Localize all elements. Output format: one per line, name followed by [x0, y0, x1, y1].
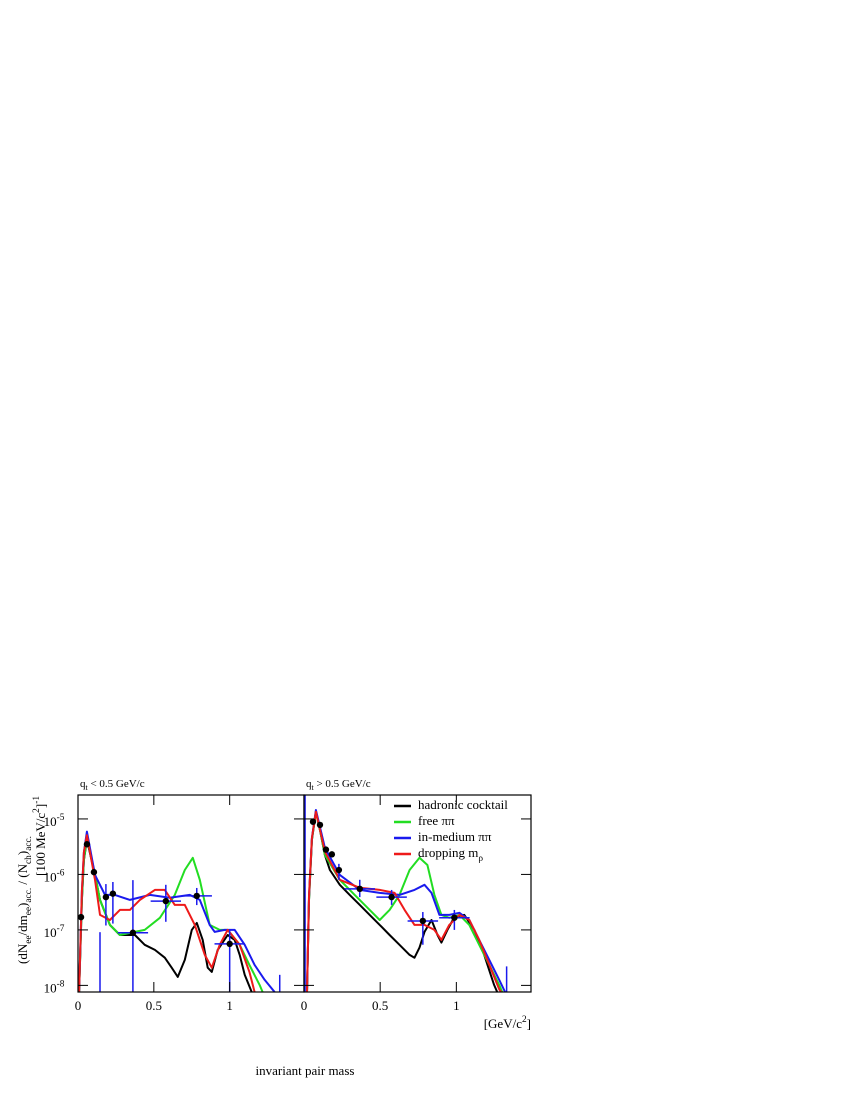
data-point — [388, 893, 395, 901]
y-tick-label: 10-7 — [44, 924, 65, 940]
text-part: q — [80, 778, 86, 790]
series-line — [78, 830, 276, 992]
y-tick-exponent: -5 — [57, 813, 65, 823]
text-part: q — [306, 778, 312, 790]
text-part: ] — [33, 804, 48, 808]
text-part: acc. — [24, 836, 34, 851]
x-tick-label: 0.5 — [372, 998, 388, 1013]
text-part: ] — [527, 1016, 531, 1031]
text-part: dropping m — [418, 845, 478, 860]
data-point — [328, 851, 336, 858]
x-axis-label: invariant pair mass — [256, 1063, 355, 1078]
panel-title: qt < 0.5 GeV/c — [80, 778, 145, 793]
x-tick-label: 0 — [301, 998, 308, 1013]
legend-label: hadronic cocktail — [418, 797, 508, 812]
text-part: / (N — [15, 863, 30, 887]
plot-area — [304, 795, 508, 992]
text-part: > 0.5 GeV/c — [314, 778, 371, 790]
data-point — [193, 892, 200, 900]
data-point — [129, 929, 137, 936]
y-tick-exponent: -6 — [57, 869, 65, 879]
y-axis-label: (dNee/dmee)acc. / (Nch)acc. — [15, 836, 34, 964]
y-axis-label: [100 MeV/c2]-1 — [32, 796, 48, 876]
data-point — [356, 885, 363, 893]
text-part: 2 — [522, 1015, 527, 1025]
text-part: t — [86, 783, 89, 792]
text-part: [100 MeV/c — [33, 813, 48, 876]
x-tick-label: 0 — [75, 998, 82, 1013]
data-point — [162, 897, 170, 905]
plot-area — [78, 830, 281, 992]
text-part: ) — [15, 851, 30, 855]
legend-label: free ππ — [418, 813, 455, 828]
data-point — [102, 893, 110, 901]
text-part: ch — [24, 855, 34, 864]
text-part: ee — [24, 935, 34, 943]
y-tick-exponent: -7 — [57, 924, 65, 934]
x-tick-label: 1 — [226, 998, 233, 1013]
data-point — [451, 914, 458, 921]
text-part: ρ — [478, 854, 483, 864]
text-part: t — [312, 783, 315, 792]
text-part: [GeV/c — [484, 1016, 522, 1031]
text-part: acc. — [24, 888, 34, 903]
panel-title: qt > 0.5 GeV/c — [306, 778, 371, 793]
x-unit: [GeV/c2] — [484, 1015, 531, 1031]
plot-frame — [303, 794, 532, 993]
data-point — [316, 821, 324, 829]
data-point — [335, 866, 343, 874]
data-point — [309, 818, 317, 825]
data-point — [322, 846, 330, 853]
y-tick-exponent: -8 — [57, 980, 65, 990]
data-point — [109, 890, 117, 897]
data-point — [419, 917, 427, 925]
legend-label: in-medium ππ — [418, 829, 492, 844]
data-point — [78, 913, 85, 921]
legend-label: dropping mρ — [418, 845, 483, 864]
text-part: 2 — [32, 808, 42, 813]
x-tick-label: 1 — [453, 998, 460, 1013]
text-part: (dN — [15, 943, 30, 964]
x-tick-label: 0.5 — [146, 998, 162, 1013]
text-part: ee — [24, 907, 34, 915]
data-point — [83, 841, 91, 848]
series-line — [78, 834, 256, 992]
text-part: ) — [15, 903, 30, 907]
text-part: < 0.5 GeV/c — [88, 778, 145, 790]
data-point — [226, 940, 233, 948]
text-part: /dm — [15, 915, 30, 935]
data-point — [90, 868, 98, 876]
y-tick-label: 10-8 — [44, 980, 65, 996]
text-part: -1 — [32, 796, 42, 804]
